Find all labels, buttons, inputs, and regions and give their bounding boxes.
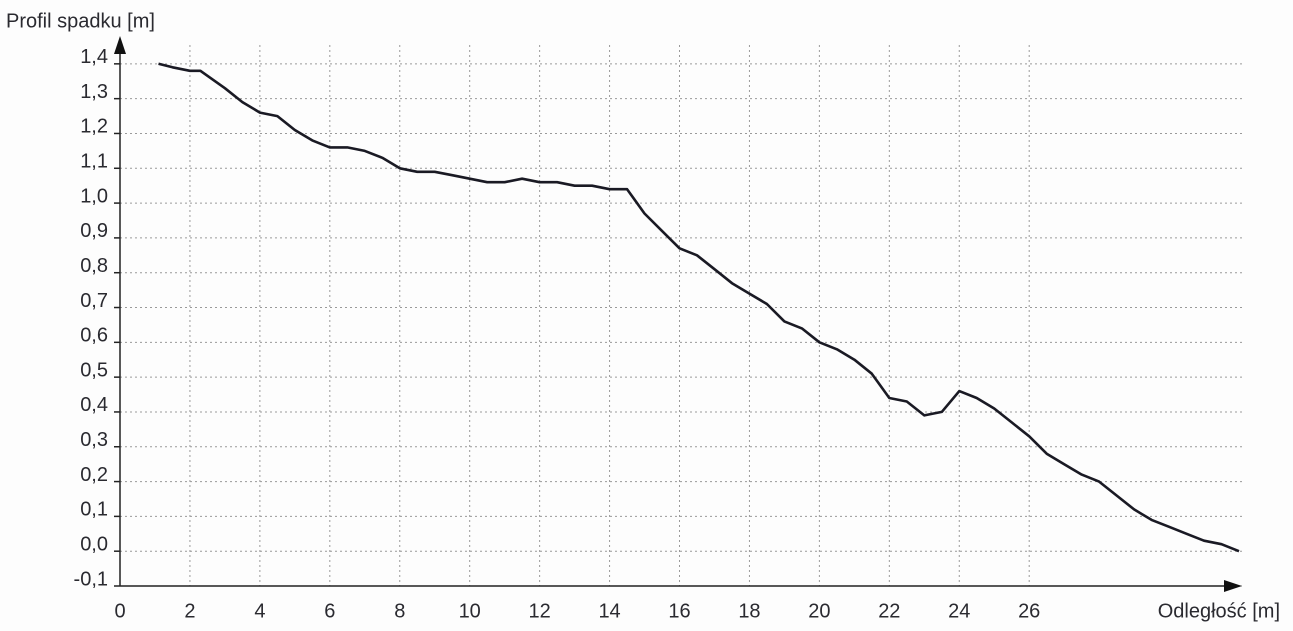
x-tick-label: 10 (459, 600, 481, 622)
grid (119, 45, 1245, 587)
y-tick-label: 1,0 (80, 185, 108, 207)
x-tick-label: 2 (184, 600, 195, 622)
x-tick-label: 0 (114, 600, 125, 622)
x-tick-label: 22 (878, 600, 900, 622)
y-tick-label: 1,3 (80, 81, 108, 103)
x-tick-label: 4 (254, 600, 265, 622)
x-axis-label: Odległość [m] (1158, 600, 1280, 622)
y-tick-label: 0,1 (80, 499, 108, 521)
x-tick-label: 24 (948, 600, 970, 622)
y-tick-label: 1,2 (80, 116, 108, 138)
x-tick-label: 18 (738, 600, 760, 622)
x-tick-label: 20 (808, 600, 830, 622)
x-tick-label: 16 (668, 600, 690, 622)
y-tick-label: 0,6 (80, 325, 108, 347)
y-tick-label: 0,4 (80, 394, 108, 416)
y-tick-label: 0,2 (80, 464, 108, 486)
y-tick-label: 0,3 (80, 429, 108, 451)
profile-line (158, 62, 1240, 553)
y-tick-label: 0,7 (80, 290, 108, 312)
y-tick-label: 1,4 (80, 46, 108, 68)
y-tick-label: 0,8 (80, 255, 108, 277)
y-tick-label: 0,0 (80, 533, 108, 555)
y-tick-label: 0,9 (80, 220, 108, 242)
y-tick-label: -0,1 (74, 568, 108, 590)
x-tick-label: 6 (324, 600, 335, 622)
x-tick-label: 26 (1018, 600, 1040, 622)
x-tick-label: 8 (394, 600, 405, 622)
x-axis-arrow (1224, 580, 1242, 592)
x-tick-label: 14 (598, 600, 620, 622)
chart-title: Profil spadku [m] (6, 10, 155, 32)
y-tick-label: 0,5 (80, 359, 108, 381)
x-tick-label: 12 (529, 600, 551, 622)
y-axis-arrow (114, 36, 126, 54)
y-tick-label: 1,1 (80, 151, 108, 173)
